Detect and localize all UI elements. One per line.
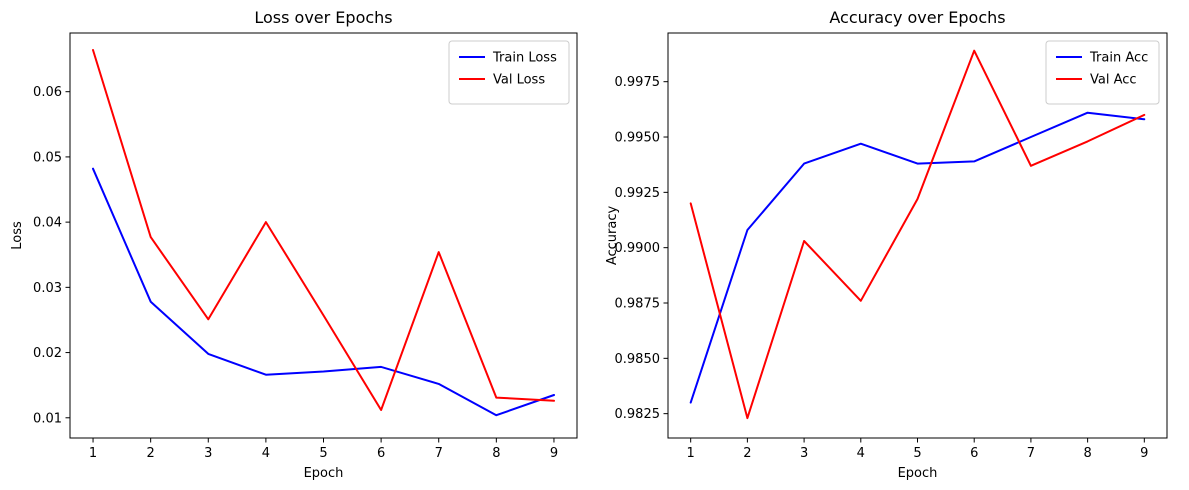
x-tick-label: 1 xyxy=(89,446,97,461)
y-tick-label: 0.01 xyxy=(33,411,62,426)
y-axis-label: Loss xyxy=(10,221,25,250)
x-axis-label: Epoch xyxy=(304,466,344,481)
loss-chart: 1 2 3 4 5 6 7 8 9 0.01 0.02 0.03 0.04 0.05 0.06 Loss ov… xyxy=(0,0,594,490)
train-loss-line xyxy=(92,167,555,417)
y-tick-label: 0.04 xyxy=(33,216,62,231)
y-tick-label: 0.02 xyxy=(33,346,62,361)
y-tick-label: 0.9825 xyxy=(615,407,661,422)
y-tick-label: 0.9925 xyxy=(615,186,661,201)
x-tick-label: 2 xyxy=(147,446,155,461)
y-tick-label: 0.9900 xyxy=(615,241,661,256)
accuracy-chart: 1 2 3 4 5 6 7 8 9 0.9825 0.9850 0.9875 0.9900 0.9925 0… xyxy=(595,0,1189,490)
x-tick-label: 2 xyxy=(743,446,751,461)
y-tick-label: 0.05 xyxy=(33,150,62,165)
x-tick-label: 3 xyxy=(800,446,808,461)
chart-title: Accuracy over Epochs xyxy=(829,8,1005,27)
legend-label: Train Acc xyxy=(1089,51,1148,66)
legend: Train Loss Val Loss xyxy=(448,40,570,105)
x-tick-label: 3 xyxy=(204,446,212,461)
x-tick-label: 6 xyxy=(970,446,978,461)
val-acc-line xyxy=(689,49,1146,420)
x-tick-label: 4 xyxy=(857,446,865,461)
y-tick-label: 0.9975 xyxy=(615,75,661,90)
y-tick-label: 0.9850 xyxy=(615,352,661,367)
x-tick-label: 7 xyxy=(1027,446,1035,461)
x-tick-label: 4 xyxy=(262,446,270,461)
chart-title: Loss over Epochs xyxy=(254,8,392,27)
accuracy-plot-svg: 1 2 3 4 5 6 7 8 9 0.9825 0.9850 0.9875 0.9900 0.9925 0… xyxy=(605,8,1168,481)
x-tick-label: 8 xyxy=(492,446,500,461)
x-tick-label: 7 xyxy=(435,446,443,461)
x-tick-label: 1 xyxy=(687,446,695,461)
y-tick-label: 0.06 xyxy=(33,85,62,100)
legend-label: Train Loss xyxy=(492,51,557,66)
loss-plot-svg: 1 2 3 4 5 6 7 8 9 0.01 0.02 0.03 0.04 0.05 0.06 Loss ov… xyxy=(10,8,578,481)
train-acc-line xyxy=(689,111,1146,404)
x-tick-label: 9 xyxy=(1140,446,1148,461)
x-tick-label: 5 xyxy=(319,446,327,461)
y-tick-label: 0.9950 xyxy=(615,131,661,146)
y-tick-label: 0.9875 xyxy=(615,297,661,312)
val-loss-line xyxy=(92,49,555,411)
x-axis-label: Epoch xyxy=(898,466,938,481)
x-tick-label: 8 xyxy=(1083,446,1091,461)
legend: Train Acc Val Acc xyxy=(1045,40,1160,105)
y-tick-label: 0.03 xyxy=(33,281,62,296)
y-axis-label: Accuracy xyxy=(605,206,620,266)
x-tick-label: 6 xyxy=(377,446,385,461)
legend-label: Val Loss xyxy=(493,73,545,88)
x-tick-label: 5 xyxy=(913,446,921,461)
legend-label: Val Acc xyxy=(1090,73,1137,88)
x-tick-label: 9 xyxy=(550,446,558,461)
